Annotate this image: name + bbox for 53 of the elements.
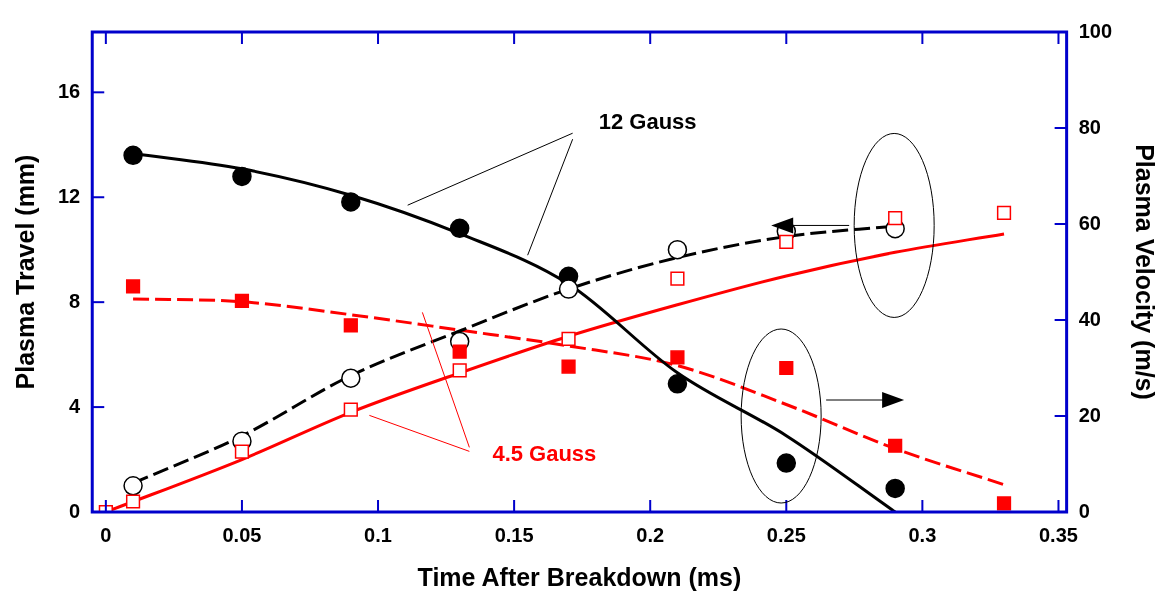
point [779, 360, 794, 376]
y2-tick-label: 0 [1078, 499, 1090, 522]
point [888, 438, 903, 453]
x-tick-label: 0.2 [636, 523, 665, 546]
point [234, 444, 250, 459]
point [670, 350, 685, 365]
point [888, 211, 903, 226]
y-tick-label: 16 [58, 79, 81, 102]
x-axis-title: Time After Breakdown (ms) [417, 562, 742, 591]
y-tick-label: 8 [69, 289, 81, 312]
y2-tick-label: 100 [1078, 19, 1113, 42]
annotation: 4.5 Gauss [492, 441, 597, 467]
y2-tick-label: 40 [1078, 307, 1101, 330]
point [343, 402, 358, 417]
point [449, 218, 470, 239]
y-axis-title: Plasma Travel (mm) [10, 154, 39, 390]
x-tick-label: 0 [100, 523, 112, 546]
point [561, 331, 576, 346]
y-tick-label: 4 [69, 394, 82, 417]
point [452, 344, 467, 359]
point [996, 496, 1012, 511]
x-tick-label: 0.3 [908, 523, 937, 546]
point [232, 166, 252, 187]
point [123, 145, 143, 166]
point [341, 368, 361, 388]
point [670, 271, 685, 286]
y2-tick-label: 80 [1078, 115, 1101, 138]
point [341, 192, 361, 212]
point [996, 205, 1012, 221]
y2-tick-label: 20 [1078, 403, 1101, 426]
x-tick-label: 0.05 [222, 523, 262, 546]
x-tick-label: 0.35 [1039, 523, 1078, 546]
y2-axis-title: Plasma Velocity (m/s) [1131, 144, 1160, 400]
point [123, 476, 143, 496]
x-tick-label: 0.25 [766, 523, 806, 546]
point [667, 374, 688, 394]
point [558, 279, 579, 299]
annotation: 12 Gauss [598, 109, 697, 135]
y-tick-label: 12 [58, 184, 81, 207]
y-tick-label: 0 [69, 499, 81, 522]
point [125, 279, 141, 294]
x-tick-label: 0.15 [494, 523, 534, 546]
point [125, 494, 141, 509]
y2-tick-label: 60 [1078, 211, 1101, 234]
point [343, 318, 358, 333]
x-tick-label: 0.1 [364, 523, 392, 546]
point [561, 359, 576, 374]
point [776, 453, 797, 473]
point [667, 239, 688, 260]
point [885, 478, 905, 499]
point [779, 234, 794, 249]
point [234, 293, 250, 308]
point [452, 363, 467, 378]
